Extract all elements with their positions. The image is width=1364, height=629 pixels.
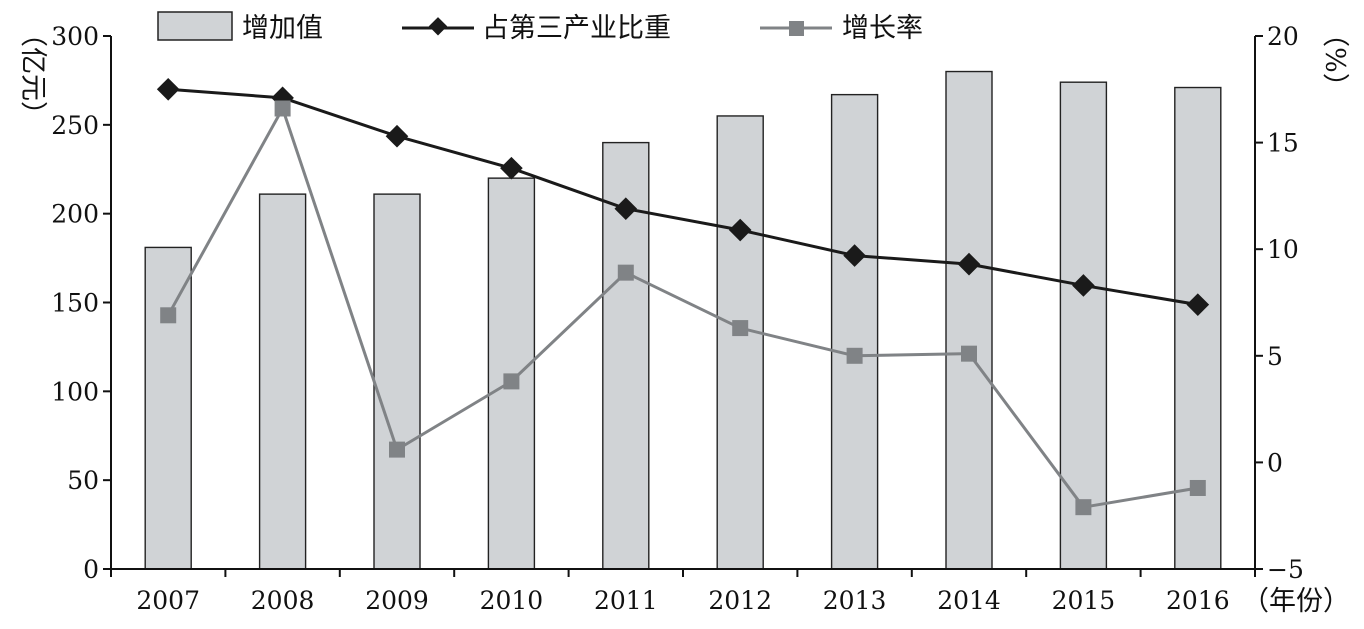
bars: [144, 70, 1222, 570]
bar-2011: [602, 141, 650, 570]
bar-2015: [1059, 81, 1108, 570]
point-growth-2012: [732, 320, 749, 337]
line-growth: [166, 106, 1199, 509]
point-share-2010: [500, 156, 523, 180]
point-share-2014: [957, 252, 981, 276]
x-tick-label-2010: 2010: [480, 586, 544, 615]
lines: [156, 77, 1210, 516]
bar-2008: [258, 193, 307, 570]
bar-2009: [373, 193, 421, 570]
y-left-tick-label: 50: [67, 466, 99, 495]
x-tick-label-2012: 2012: [708, 586, 772, 615]
y-left-tick-label: 150: [51, 289, 99, 318]
point-share-2007: [156, 77, 180, 101]
legend-marker-growth: [789, 21, 804, 36]
x-tick-label-2014: 2014: [937, 586, 1001, 615]
x-tick-label-2008: 2008: [251, 586, 315, 615]
y-left-tick-label: 250: [51, 111, 99, 140]
point-share-2015: [1072, 274, 1095, 297]
point-growth-2015: [1075, 499, 1092, 516]
y-left-tick-label: 0: [83, 555, 99, 584]
bar-2013: [830, 93, 879, 570]
y-right-tick-label: 10: [1267, 235, 1299, 264]
axes: [103, 35, 1263, 577]
legend-swatch-bar: [157, 11, 233, 41]
point-share-2016: [1186, 293, 1210, 316]
y-left-tick-label: 100: [51, 377, 99, 406]
legend-label-share: 占第三产业比重: [482, 13, 671, 44]
point-growth-2013: [846, 347, 863, 364]
point-growth-2014: [961, 345, 977, 362]
x-tick-label-2007: 2007: [136, 586, 200, 615]
legend: 增加值 占第三产业比重 增长率: [157, 11, 923, 44]
x-axis-unit: （年份）: [1242, 586, 1350, 617]
bar-2016: [1174, 86, 1222, 570]
point-share-2009: [385, 124, 409, 148]
tick-labels: 0 50 100 150 200 250 300 −5 0 5 10 15 20 2007 2008 2009…: [51, 22, 1304, 615]
y-left-axis-title: （亿元）: [17, 20, 48, 128]
point-growth-2016: [1189, 479, 1206, 496]
y-right-tick-label: −5: [1267, 555, 1304, 584]
bar-2007: [144, 246, 192, 570]
point-growth-2007: [160, 307, 177, 324]
legend-marker-share: [428, 17, 448, 36]
point-growth-2010: [503, 373, 520, 390]
y-right-tick-label: 0: [1267, 448, 1283, 477]
y-right-axis-title: （%）: [1319, 20, 1350, 100]
y-right-tick-label: 20: [1267, 22, 1299, 51]
x-tick-label-2011: 2011: [594, 586, 658, 615]
y-left-tick-label: 300: [51, 22, 99, 51]
legend-label-growth: 增长率: [842, 13, 923, 44]
y-right-tick-label: 15: [1267, 129, 1299, 158]
x-tick-label-2013: 2013: [823, 586, 887, 615]
x-tick-label-2015: 2015: [1052, 586, 1116, 615]
point-growth-2008: [274, 100, 291, 117]
bar-2012: [716, 115, 764, 570]
y-left-tick-label: 200: [51, 200, 99, 229]
line-share: [168, 87, 1199, 307]
x-tick-label-2009: 2009: [365, 586, 429, 615]
x-tick-label-2016: 2016: [1166, 586, 1230, 615]
bar-2014: [945, 70, 993, 570]
y-right-tick-label: 5: [1267, 342, 1283, 371]
point-growth-2011: [617, 264, 634, 281]
point-growth-2009: [389, 441, 405, 458]
legend-label-bar: 增加值: [242, 13, 323, 44]
